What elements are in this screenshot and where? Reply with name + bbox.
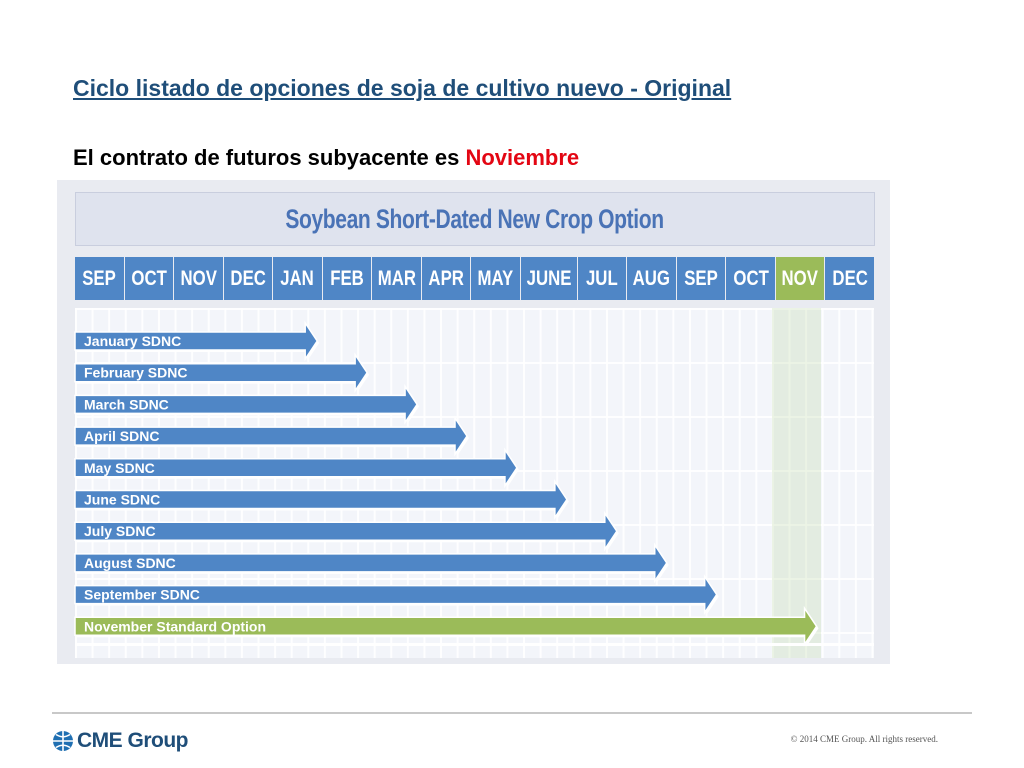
subtitle-highlight: Noviembre (465, 145, 580, 170)
option-arrow-shape (74, 542, 668, 584)
option-arrow-shape (74, 574, 718, 616)
month-header-june-9: JUNE (520, 257, 577, 300)
option-arrow-label: February SDNC (84, 365, 187, 381)
month-header-oct-1: OCT (124, 257, 174, 300)
month-label: APR (428, 266, 464, 290)
month-label: NOV (781, 266, 819, 290)
footer-divider (52, 712, 972, 714)
month-header-sep-0: SEP (75, 257, 124, 300)
option-arrows: January SDNC February SDNC March SDNC April… (74, 320, 819, 647)
option-arrow: August SDNC (74, 542, 669, 584)
option-arrow-shape (74, 510, 618, 552)
month-label: DEC (831, 266, 868, 290)
month-label: JUNE (526, 266, 572, 290)
grid-bottom-divider (75, 643, 874, 646)
option-arrow-label: March SDNC (84, 396, 169, 412)
slide-subtitle: El contrato de futuros subyacente es Nov… (73, 145, 579, 171)
cme-globe-icon (53, 731, 73, 751)
option-arrow: March SDNC (74, 383, 420, 425)
month-header-apr-7: APR (421, 257, 471, 300)
option-arrow: April SDNC (74, 415, 470, 457)
month-header-sep-12: SEP (676, 257, 726, 300)
month-header-aug-11: AUG (627, 257, 676, 300)
option-arrow-shape (74, 383, 418, 425)
month-header-oct-13: OCT (726, 257, 775, 300)
month-label: MAY (477, 266, 514, 290)
option-arrow-label: June SDNC (84, 492, 160, 508)
option-arrow: July SDNC (74, 510, 619, 552)
banner-title: Soybean Short-Dated New Crop Option (285, 203, 665, 234)
month-label: MAR (377, 266, 416, 290)
month-header-row: SEP OCT NOV DEC JAN FEB MAR APR MAY JUNE JUL AUG SEP… (75, 257, 874, 300)
option-arrow-label: May SDNC (84, 460, 155, 476)
month-label: JUL (586, 266, 618, 290)
month-label: SEP (684, 266, 718, 290)
option-arrow-label: January SDNC (84, 333, 181, 349)
month-label: SEP (82, 266, 117, 290)
option-arrow-label: August SDNC (84, 555, 176, 571)
november-column-shade (772, 308, 821, 658)
option-arrow-shape (74, 352, 369, 394)
option-arrow: February SDNC (74, 352, 370, 394)
slide-title: Ciclo listado de opciones de soja de cul… (73, 75, 732, 101)
month-label: DEC (230, 266, 266, 290)
option-arrow-shape (74, 415, 468, 457)
diagram-banner: Soybean Short-Dated New Crop Option (75, 192, 875, 246)
option-arrow: January SDNC (74, 320, 320, 362)
month-header-nov-2: NOV (174, 257, 223, 300)
option-arrow-shape (74, 605, 818, 647)
option-arrow: November Standard Option (74, 605, 819, 647)
cme-group-logo: CME Group (52, 729, 189, 753)
month-header-jan-4: JAN (273, 257, 322, 300)
option-arrow-shape (74, 320, 319, 362)
month-label: NOV (180, 266, 217, 290)
option-arrow-label: July SDNC (84, 523, 156, 539)
option-arrow: May SDNC (74, 447, 519, 489)
month-label: JAN (280, 266, 315, 290)
option-arrow-label: September SDNC (84, 587, 200, 603)
month-label: OCT (131, 266, 167, 290)
month-header-dec-15: DEC (825, 257, 874, 300)
month-header-jul-10: JUL (577, 257, 627, 300)
option-arrow: September SDNC (74, 574, 719, 616)
month-header-mar-6: MAR (372, 257, 421, 300)
option-arrow: June SDNC (74, 479, 569, 520)
month-label: OCT (732, 266, 769, 290)
month-header-may-8: MAY (471, 257, 520, 300)
option-arrow-label: April SDNC (84, 428, 159, 444)
month-header-dec-3: DEC (223, 257, 273, 300)
month-label: AUG (632, 266, 671, 290)
logo-text: CME Group (77, 729, 189, 752)
option-arrow-shape (74, 479, 568, 520)
month-header-nov-14: NOV (775, 257, 825, 300)
option-arrow-label: November Standard Option (84, 618, 266, 634)
month-label: FEB (330, 266, 364, 290)
copyright-notice: © 2014 CME Group. All rights reserved. (790, 734, 938, 744)
month-header-feb-5: FEB (322, 257, 372, 300)
option-arrow-shape (74, 447, 518, 489)
options-cycle-diagram: Soybean Short-Dated New Crop Option SEP O… (57, 180, 890, 664)
subtitle-text: El contrato de futuros subyacente es (73, 145, 466, 170)
